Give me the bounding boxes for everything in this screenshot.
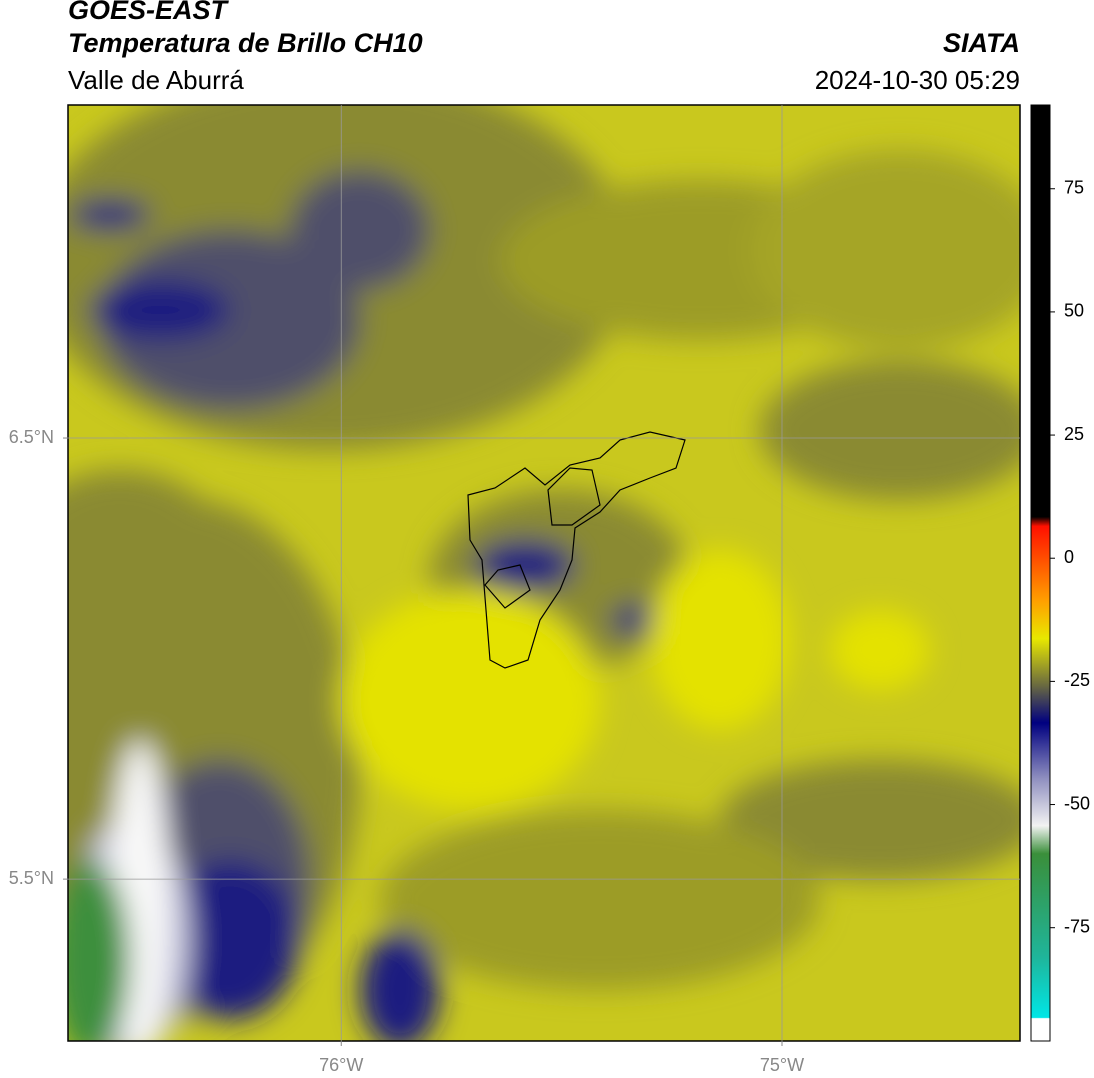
field-patch bbox=[830, 610, 930, 690]
basin-outline bbox=[467, 431, 686, 669]
title: GOES-EAST bbox=[68, 0, 230, 25]
subtitle: Temperatura de Brillo CH10 bbox=[68, 28, 423, 58]
region: Valle de Aburrá bbox=[68, 65, 244, 95]
colorbar-tick-label: 25 bbox=[1064, 424, 1084, 444]
field-patch bbox=[720, 760, 1020, 880]
y-tick-label: 6.5°N bbox=[9, 427, 54, 447]
field-patch bbox=[68, 860, 130, 1041]
field-patch bbox=[650, 550, 790, 730]
map bbox=[68, 105, 1020, 1041]
colorbar-tick-label: 50 bbox=[1064, 301, 1084, 321]
datetime: 2024-10-30 05:29 bbox=[815, 65, 1020, 95]
colorbar bbox=[1030, 104, 1051, 1042]
colorbar-tick-label: -75 bbox=[1064, 916, 1090, 936]
field-patch bbox=[750, 150, 1020, 350]
colorbar-tick-label: 75 bbox=[1064, 177, 1084, 197]
temperature-field bbox=[68, 105, 1020, 1041]
field-patch bbox=[380, 810, 820, 990]
y-tick-label: 5.5°N bbox=[9, 868, 54, 888]
field-patch bbox=[290, 170, 430, 290]
field-patch bbox=[760, 360, 1020, 500]
colorbar-tick-label: 0 bbox=[1064, 547, 1074, 567]
field-patch bbox=[70, 200, 150, 230]
field-patch bbox=[160, 860, 300, 1020]
field-patch bbox=[100, 230, 360, 410]
field-patch bbox=[360, 930, 440, 1041]
map-frame bbox=[67, 104, 1021, 1042]
colorbar-tick-label: -50 bbox=[1064, 793, 1090, 813]
colorbar-ticks: 75 50 25 0 -25 -50 -75 bbox=[1050, 177, 1090, 936]
grid bbox=[63, 105, 1020, 1046]
source: SIATA bbox=[943, 28, 1020, 58]
x-tick-label: 76°W bbox=[319, 1055, 363, 1075]
field-patch bbox=[90, 280, 230, 340]
field-patch bbox=[340, 590, 600, 810]
x-tick-label: 75°W bbox=[760, 1055, 804, 1075]
field-patch bbox=[475, 540, 575, 590]
colorbar-tick-label: -25 bbox=[1064, 670, 1090, 690]
